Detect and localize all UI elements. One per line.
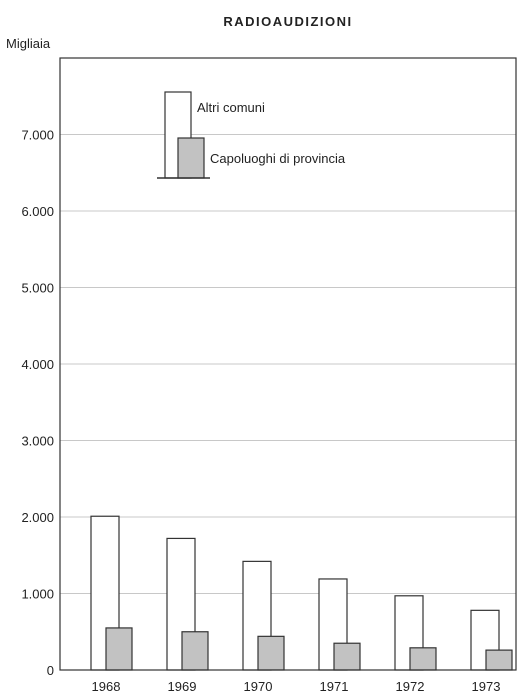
- y-tick-label: 6.000: [21, 204, 54, 219]
- bar-capoluoghi: [257, 635, 285, 671]
- y-tick-label: 2.000: [21, 510, 54, 525]
- bar-capoluoghi: [333, 642, 361, 671]
- y-tick-label: 4.000: [21, 357, 54, 372]
- y-tick-label: 5.000: [21, 281, 54, 296]
- x-category-label: 1971: [320, 679, 349, 694]
- legend-swatch-capoluoghi: [177, 137, 205, 179]
- gridlines: [60, 134, 516, 594]
- x-category-label: 1969: [168, 679, 197, 694]
- bars: [90, 515, 513, 671]
- y-tick-label: 1.000: [21, 587, 54, 602]
- y-axis-ticks: 0 1.000 2.000 3.000 4.000 5.000 6.000 7.000: [21, 128, 54, 679]
- bar-capoluoghi: [181, 631, 209, 671]
- bar-capoluoghi: [105, 627, 133, 671]
- x-category-label: 1972: [396, 679, 425, 694]
- plot-frame: [59, 57, 517, 671]
- x-category-label: 1970: [244, 679, 273, 694]
- x-axis-categories: 1968 1969 1970 1971 1972 1973: [92, 679, 501, 694]
- y-tick-label: 3.000: [21, 434, 54, 449]
- x-category-label: 1973: [472, 679, 501, 694]
- chart-title: RADIOAUDIZIONI: [223, 14, 352, 29]
- legend-label-capoluoghi: Capoluoghi di provincia: [210, 151, 346, 166]
- x-category-label: 1968: [92, 679, 121, 694]
- legend: Altri comuni Capoluoghi di provincia: [157, 91, 346, 179]
- y-axis-unit-label: Migliaia: [6, 36, 51, 51]
- y-tick-label: 0: [47, 663, 54, 678]
- y-tick-label: 7.000: [21, 128, 54, 143]
- bar-capoluoghi: [485, 649, 513, 671]
- legend-label-altri-comuni: Altri comuni: [197, 100, 265, 115]
- bar-capoluoghi: [409, 647, 437, 671]
